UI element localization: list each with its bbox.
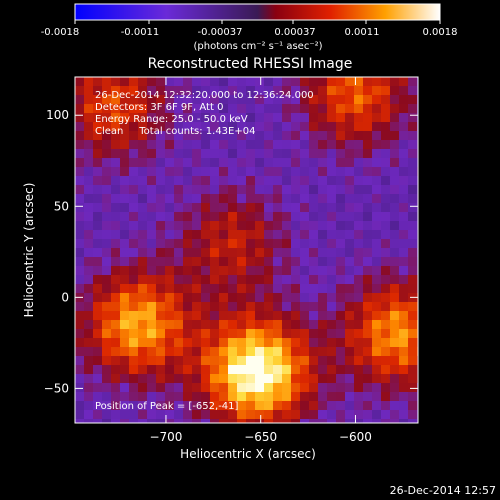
chart-title: Reconstructed RHESSI Image xyxy=(148,56,353,72)
annotation-clean-counts: Clean Total counts: 1.43E+04 xyxy=(95,126,255,137)
y-tick-label-2: 50 xyxy=(54,199,69,213)
colorbar-tick-label-1: -0.0011 xyxy=(121,27,160,38)
x-tick-label-1: −650 xyxy=(244,430,277,444)
y-axis-label: Heliocentric Y (arcsec) xyxy=(22,183,36,318)
annotation-energy-range: Energy Range: 25.0 - 50.0 keV xyxy=(95,114,248,125)
plot-frame xyxy=(74,76,419,424)
colorbar-tick-label-4: 0.0011 xyxy=(345,27,380,38)
annotation-detectors: Detectors: 3F 6F 9F, Att 0 xyxy=(95,102,223,113)
x-tick-label-2: −600 xyxy=(339,430,372,444)
x-tick-label-0: −700 xyxy=(149,430,182,444)
colorbar-tick-label-2: -0.00037 xyxy=(198,27,243,38)
colorbar-tick-label-3: 0.00037 xyxy=(274,27,315,38)
y-tick-label-0: −50 xyxy=(44,381,69,395)
colorbar-tick-label-0: -0.0018 xyxy=(41,27,80,38)
x-axis-label: Heliocentric X (arcsec) xyxy=(180,447,316,461)
annotation-time-range: 26-Dec-2014 12:32:20.000 to 12:36:24.000 xyxy=(95,90,314,101)
colorbar-ticks xyxy=(74,20,441,24)
axis-ticks xyxy=(75,77,418,423)
peak-position-label: Position of Peak = [-652,-41] xyxy=(95,401,239,412)
y-tick-label-1: 0 xyxy=(61,290,69,304)
y-tick-label-3: 100 xyxy=(46,108,69,122)
colorbar-tick-label-5: 0.0018 xyxy=(423,27,458,38)
colorbar xyxy=(75,4,440,20)
heatmap-pixels xyxy=(75,77,418,423)
footer-timestamp: 26-Dec-2014 12:57 xyxy=(390,484,496,497)
colorbar-unit-label: (photons cm⁻² s⁻¹ asec⁻²) xyxy=(193,41,322,52)
